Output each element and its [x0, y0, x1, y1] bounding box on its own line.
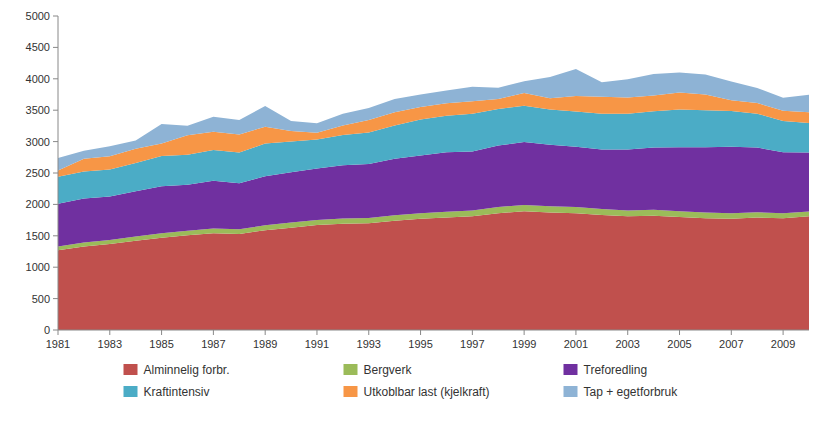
legend-label: Utkoblbar last (kjelkraft) — [364, 385, 490, 399]
y-tick-label: 1000 — [26, 261, 50, 273]
x-tick-label: 2007 — [719, 338, 743, 350]
x-tick-label: 2009 — [771, 338, 795, 350]
area — [58, 69, 809, 171]
x-tick-label: 1989 — [253, 338, 277, 350]
y-tick-label: 0 — [44, 324, 50, 336]
x-tick — [575, 330, 576, 335]
x-tick-label: 1999 — [512, 338, 536, 350]
plot-area — [58, 69, 809, 330]
legend-label: Tap + egetforbruk — [584, 385, 679, 399]
x-tick-label: 1995 — [408, 338, 432, 350]
x-tick-label: 1997 — [460, 338, 484, 350]
y-tick-label: 4500 — [26, 41, 50, 53]
legend-swatch — [124, 386, 138, 397]
y-tick — [53, 141, 58, 142]
x-tick — [161, 330, 162, 335]
x-tick — [524, 330, 525, 335]
y-tick — [53, 173, 58, 174]
legend-label: Alminnelig forbr. — [144, 363, 230, 377]
y-tick-label: 3500 — [26, 104, 50, 116]
legend-swatch — [124, 364, 138, 375]
x-tick-label: 1987 — [201, 338, 225, 350]
y-tick — [53, 16, 58, 17]
x-axis-line — [58, 330, 809, 331]
y-tick-label: 2500 — [26, 167, 50, 179]
x-tick-label: 2003 — [615, 338, 639, 350]
x-tick-label: 1991 — [305, 338, 329, 350]
y-tick — [53, 235, 58, 236]
legend: Alminnelig forbr. Bergverk Treforedling Kra… — [124, 363, 679, 399]
legend-label: Treforedling — [584, 363, 648, 377]
x-tick — [265, 330, 266, 335]
x-tick — [213, 330, 214, 335]
y-tick-label: 2000 — [26, 198, 50, 210]
chart: 0 500 1000 1500 2000 2500 3000 3500 4000 4500 5000… — [0, 0, 827, 430]
x-tick — [368, 330, 369, 335]
x-tick-label: 1981 — [46, 338, 70, 350]
y-tick — [53, 110, 58, 111]
y-tick-label: 500 — [32, 293, 50, 305]
x-tick — [58, 330, 59, 335]
y-tick — [53, 47, 58, 48]
y-tick-label: 5000 — [26, 10, 50, 22]
y-tick — [53, 298, 58, 299]
x-tick-label: 1993 — [357, 338, 381, 350]
x-tick — [472, 330, 473, 335]
x-tick — [420, 330, 421, 335]
y-tick — [53, 267, 58, 268]
x-tick — [679, 330, 680, 335]
y-tick-label: 3000 — [26, 136, 50, 148]
x-tick — [783, 330, 784, 335]
x-tick-label: 1983 — [98, 338, 122, 350]
y-tick — [53, 204, 58, 205]
legend-label: Bergverk — [364, 363, 413, 377]
legend-swatch — [344, 364, 358, 375]
y-tick — [53, 78, 58, 79]
x-tick-label: 2005 — [667, 338, 691, 350]
x-tick — [627, 330, 628, 335]
legend-swatch — [564, 386, 578, 397]
x-tick — [731, 330, 732, 335]
y-tick-label: 1500 — [26, 230, 50, 242]
x-tick-label: 1985 — [149, 338, 173, 350]
legend-label: Kraftintensiv — [144, 385, 210, 399]
y-tick-label: 4000 — [26, 73, 50, 85]
legend-swatch — [564, 364, 578, 375]
legend-swatch — [344, 386, 358, 397]
x-tick-label: 2001 — [564, 338, 588, 350]
x-tick — [316, 330, 317, 335]
x-tick — [109, 330, 110, 335]
y-tick — [53, 330, 58, 331]
